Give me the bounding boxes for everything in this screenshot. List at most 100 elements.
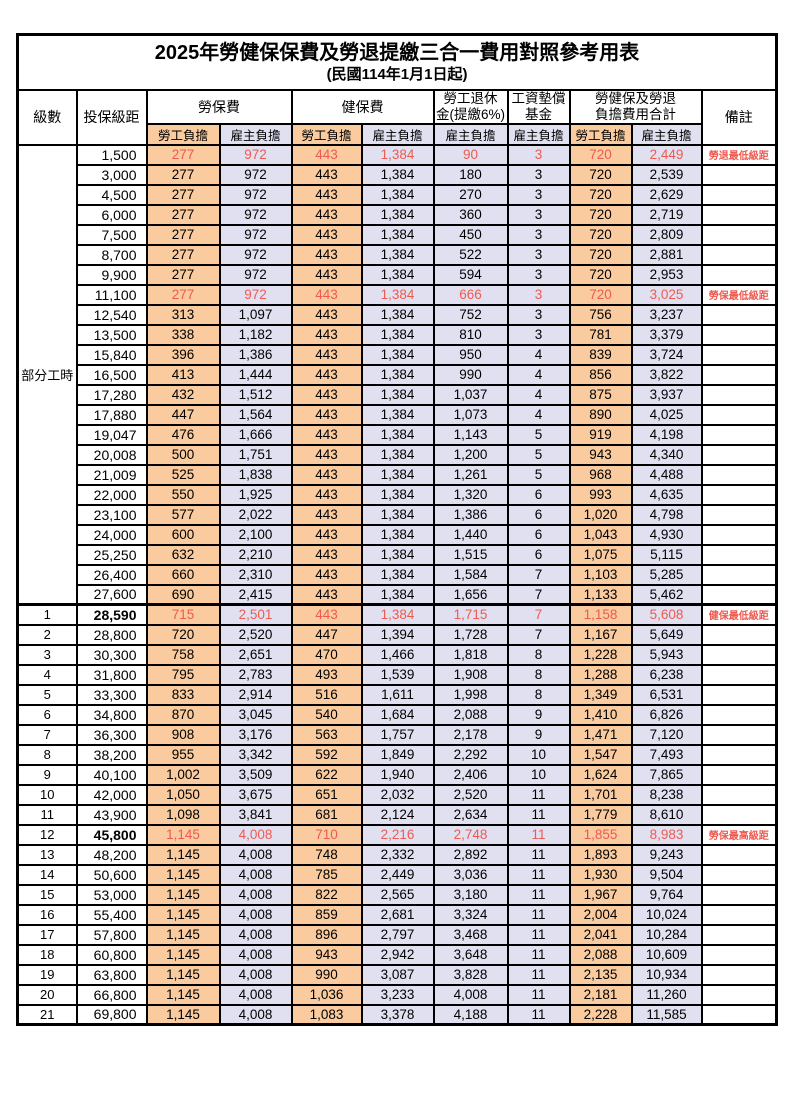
total-employee-cell: 919 <box>568 423 633 446</box>
salary-cell: 55,400 <box>75 903 148 926</box>
total-employer-cell: 5,285 <box>630 563 703 586</box>
pension-employer-cell: 2,292 <box>432 743 509 766</box>
health-employee-cell: 443 <box>290 143 363 166</box>
table-row: 部分工時 1,500 277 972 443 1,384 90 3 720 2,… <box>16 143 778 606</box>
labor-employer-cell: 972 <box>218 223 293 246</box>
page-subtitle: (民國114年1月1日起) <box>326 66 468 84</box>
health-employee-cell: 592 <box>290 743 363 766</box>
total-employer-cell: 9,504 <box>630 863 703 886</box>
health-employer-cell: 2,565 <box>360 883 435 906</box>
total-employee-cell: 1,020 <box>568 503 633 526</box>
level-cell: 12 <box>16 823 78 846</box>
remark-cell <box>700 563 778 586</box>
total-employer-cell: 3,822 <box>630 363 703 386</box>
labor-employee-cell: 396 <box>145 343 221 366</box>
total-employee-cell: 875 <box>568 383 633 406</box>
title-row: 2025年勞健保保費及勞退提繳三合一費用對照參考用表 (民國114年1月1日起) <box>16 33 778 91</box>
health-employer-cell: 1,384 <box>360 303 435 326</box>
salary-cell: 30,300 <box>75 643 148 666</box>
remark-cell <box>700 743 778 766</box>
total-employee-cell: 2,181 <box>568 983 633 1006</box>
labor-employee-cell: 525 <box>145 463 221 486</box>
pension-employer-cell: 950 <box>432 343 509 366</box>
header-total: 勞健保及勞退 負擔費用合計 <box>568 88 703 125</box>
wage-fund-employer-cell: 6 <box>506 543 571 566</box>
level-cell: 10 <box>16 783 78 806</box>
total-employer-cell: 4,635 <box>630 483 703 506</box>
labor-employer-cell: 4,008 <box>218 843 293 866</box>
labor-employer-cell: 972 <box>218 283 293 306</box>
remark-cell <box>700 763 778 786</box>
health-employee-cell: 990 <box>290 963 363 986</box>
remark-cell <box>700 483 778 506</box>
remark-cell <box>700 643 778 666</box>
wage-fund-employer-cell: 3 <box>506 143 571 166</box>
wage-fund-employer-cell: 3 <box>506 263 571 286</box>
total-employer-cell: 2,953 <box>630 263 703 286</box>
labor-employer-cell: 2,783 <box>218 663 293 686</box>
pension-employer-cell: 450 <box>432 223 509 246</box>
total-employee-cell: 1,167 <box>568 623 633 646</box>
labor-employer-cell: 3,045 <box>218 703 293 726</box>
pension-employer-cell: 1,728 <box>432 623 509 646</box>
labor-employee-cell: 690 <box>145 583 221 606</box>
remark-cell <box>700 343 778 366</box>
remark-cell: 健保最低級距 <box>700 603 778 626</box>
remark-cell <box>700 723 778 746</box>
labor-employer-cell: 972 <box>218 143 293 166</box>
level-cell: 9 <box>16 763 78 786</box>
total-employer-cell: 5,649 <box>630 623 703 646</box>
salary-cell: 20,008 <box>75 443 148 466</box>
level-cell: 13 <box>16 843 78 866</box>
salary-cell: 6,000 <box>75 203 148 226</box>
wage-fund-employer-cell: 11 <box>506 783 571 806</box>
health-employer-cell: 1,384 <box>360 443 435 466</box>
table-row: 2 28,800 720 2,520 447 1,394 1,728 7 1,1… <box>16 623 778 646</box>
salary-cell: 15,840 <box>75 343 148 366</box>
pension-employer-cell: 1,200 <box>432 443 509 466</box>
total-employer-cell: 7,120 <box>630 723 703 746</box>
pension-employer-cell: 752 <box>432 303 509 326</box>
total-employer-cell: 3,379 <box>630 323 703 346</box>
pension-employer-cell: 990 <box>432 363 509 386</box>
health-employee-cell: 443 <box>290 603 363 626</box>
salary-cell: 3,000 <box>75 163 148 186</box>
table-row: 15 53,000 1,145 4,008 822 2,565 3,180 11… <box>16 883 778 906</box>
table-row: 1 28,590 715 2,501 443 1,384 1,715 7 1,1… <box>16 603 778 626</box>
table-row: 17 57,800 1,145 4,008 896 2,797 3,468 11… <box>16 923 778 946</box>
total-employer-cell: 6,238 <box>630 663 703 686</box>
wage-fund-employer-cell: 8 <box>506 643 571 666</box>
remark-cell <box>700 1003 778 1026</box>
level-cell: 3 <box>16 643 78 666</box>
table-row: 11,100 277 972 443 1,384 666 3 720 3,025… <box>18 283 778 306</box>
pension-employer-cell: 3,036 <box>432 863 509 886</box>
labor-employer-cell: 2,520 <box>218 623 293 646</box>
total-employer-cell: 4,798 <box>630 503 703 526</box>
header-pension-line1: 勞工退休 <box>443 90 498 106</box>
table-row: 19,047 476 1,666 443 1,384 1,143 5 919 4… <box>18 423 778 446</box>
labor-employer-cell: 1,444 <box>218 363 293 386</box>
total-employer-cell: 4,488 <box>630 463 703 486</box>
total-employer-cell: 4,025 <box>630 403 703 426</box>
health-employer-cell: 1,384 <box>360 263 435 286</box>
total-employer-cell: 2,881 <box>630 243 703 266</box>
level-cell: 4 <box>16 663 78 686</box>
labor-employee-cell: 277 <box>145 263 221 286</box>
labor-employee-cell: 720 <box>145 623 221 646</box>
wage-fund-employer-cell: 11 <box>506 1003 571 1026</box>
pension-employer-cell: 3,324 <box>432 903 509 926</box>
health-employer-cell: 1,384 <box>360 563 435 586</box>
health-employee-cell: 443 <box>290 183 363 206</box>
labor-employer-cell: 1,838 <box>218 463 293 486</box>
total-employee-cell: 1,930 <box>568 863 633 886</box>
total-employer-cell: 2,809 <box>630 223 703 246</box>
pension-employer-cell: 1,908 <box>432 663 509 686</box>
table-row: 12 45,800 1,145 4,008 710 2,216 2,748 11… <box>16 823 778 846</box>
table-row: 8 38,200 955 3,342 592 1,849 2,292 10 1,… <box>16 743 778 766</box>
labor-employer-cell: 3,176 <box>218 723 293 746</box>
health-employer-cell: 1,466 <box>360 643 435 666</box>
table-row: 21 69,800 1,145 4,008 1,083 3,378 4,188 … <box>16 1003 778 1026</box>
remark-cell <box>700 203 778 226</box>
premium-table: 2025年勞健保保費及勞退提繳三合一費用對照參考用表 (民國114年1月1日起)… <box>16 33 779 1026</box>
level-cell: 7 <box>16 723 78 746</box>
